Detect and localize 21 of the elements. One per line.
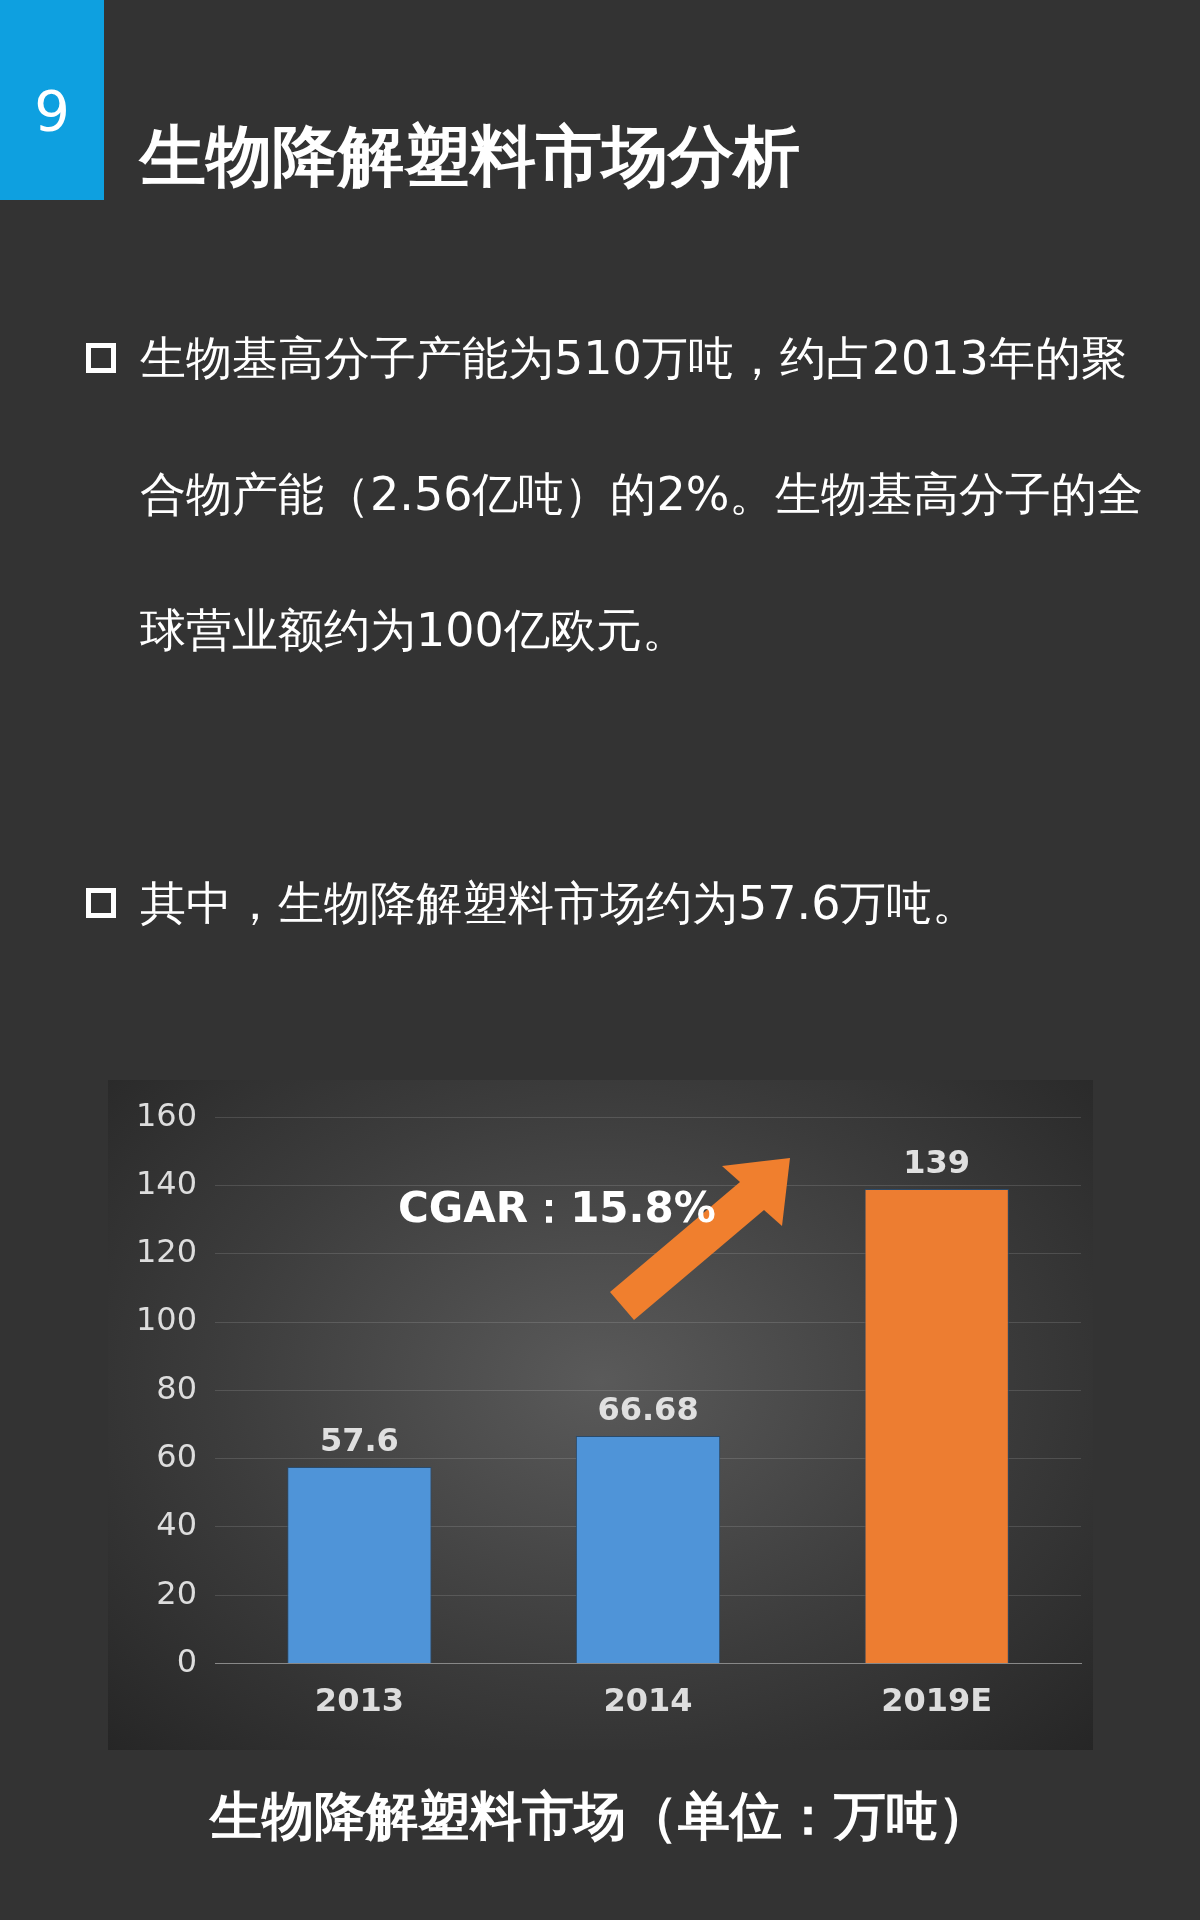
y-tick-label: 140 [136, 1163, 198, 1202]
data-label: 66.68 [597, 1390, 699, 1429]
text: 生物基高分子产能为510万吨，约占2013年的聚合物产能（2.56亿吨）的2%。生物基高分子的全球营业额约为100亿欧元。 [140, 331, 1144, 657]
data-label: 57.6 [319, 1421, 399, 1460]
y-tick-label: 100 [136, 1300, 198, 1339]
text: 其中，生物降解塑料市场约为57.6万吨。 [140, 875, 980, 932]
annotation: CGAR：15.8% [398, 1182, 716, 1234]
y-tick-label: 120 [136, 1232, 198, 1271]
y-tick-label: 160 [136, 1095, 198, 1134]
x-axis-title: 生物降解塑料市场（单位：万吨） [208, 1785, 991, 1848]
y-tick-label: 40 [156, 1505, 198, 1544]
x-tick-label: 2013 [314, 1681, 404, 1720]
y-tick-label: 80 [156, 1368, 198, 1407]
y-tick-label: 20 [156, 1573, 198, 1612]
text: 9 [0, 0, 104, 200]
y-tick-label: 0 [176, 1641, 198, 1680]
x-tick-label: 2019E [881, 1681, 993, 1720]
data-label: 139 [903, 1143, 971, 1182]
y-tick-label: 60 [156, 1437, 198, 1476]
chart-title: 生物降解塑料市场分析 [140, 117, 800, 197]
x-tick-label: 2014 [603, 1681, 693, 1720]
